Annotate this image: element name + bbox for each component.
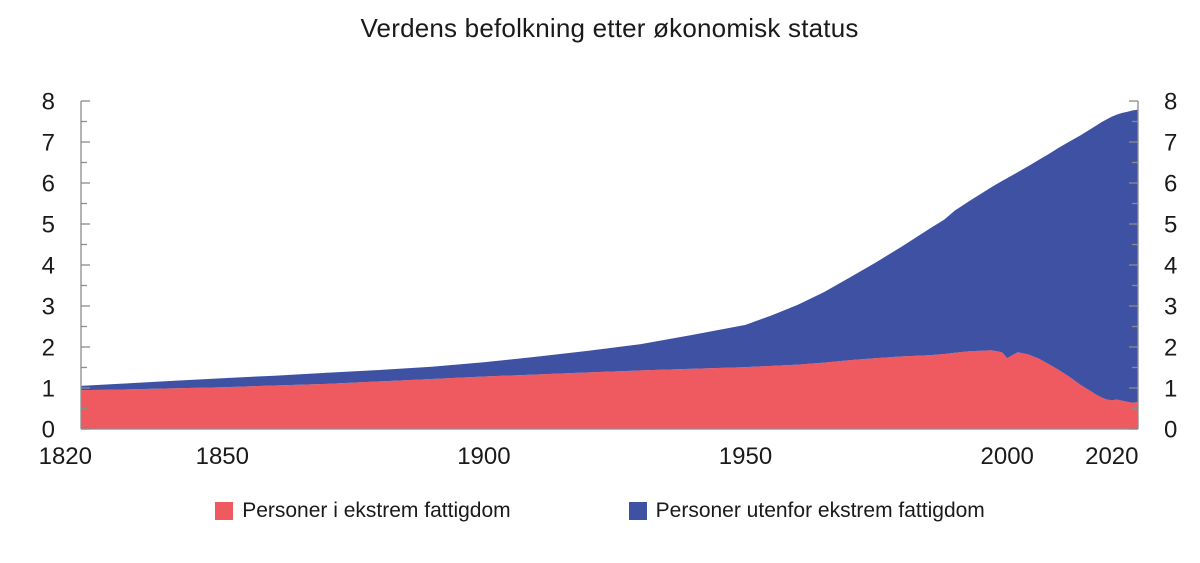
y-tick-label-right: 5	[1164, 211, 1177, 238]
y-tick-label-left: 5	[42, 211, 55, 238]
y-tick-label-left: 4	[42, 252, 55, 279]
y-tick-label-right: 0	[1164, 416, 1177, 443]
x-tick-label: 1850	[196, 443, 249, 470]
y-tick-label-right: 3	[1164, 293, 1177, 320]
y-tick-label-right: 2	[1164, 334, 1177, 361]
y-tick-label-left: 3	[42, 293, 55, 320]
y-tick-label-right: 4	[1164, 252, 1177, 279]
legend-swatch-poverty-icon	[215, 502, 234, 520]
y-tick-label-right: 7	[1164, 129, 1177, 156]
area-poverty	[81, 350, 1138, 429]
y-tick-label-right: 8	[1164, 88, 1177, 115]
legend-label-outside-poverty: Personer utenfor ekstrem fattigdom	[655, 499, 985, 522]
y-tick-label-right: 1	[1164, 375, 1177, 402]
y-tick-label-left: 7	[42, 129, 55, 156]
x-tick-label: 2000	[981, 443, 1034, 470]
chart-legend: Personer i ekstrem fattigdom Personer ut…	[0, 499, 1200, 523]
y-tick-label-left: 8	[42, 88, 55, 115]
legend-item-outside-poverty: Personer utenfor ekstrem fattigdom	[628, 499, 985, 523]
legend-item-poverty: Personer i ekstrem fattigdom	[215, 499, 511, 523]
x-tick-label: 2020	[1085, 443, 1138, 470]
legend-label-poverty: Personer i ekstrem fattigdom	[242, 499, 511, 522]
chart-title: Verdens befolkning etter økonomisk statu…	[360, 13, 859, 43]
area-outside-poverty	[81, 109, 1138, 403]
x-tick-label: 1950	[719, 443, 772, 470]
y-tick-label-left: 0	[42, 416, 55, 443]
x-tick-label: 1820	[39, 443, 92, 470]
y-tick-label-left: 2	[42, 334, 55, 361]
y-tick-label-right: 6	[1164, 170, 1177, 197]
x-tick-label: 1900	[457, 443, 510, 470]
legend-swatch-outside-poverty-icon	[628, 502, 647, 520]
y-tick-label-left: 1	[42, 375, 55, 402]
y-tick-label-left: 6	[42, 170, 55, 197]
